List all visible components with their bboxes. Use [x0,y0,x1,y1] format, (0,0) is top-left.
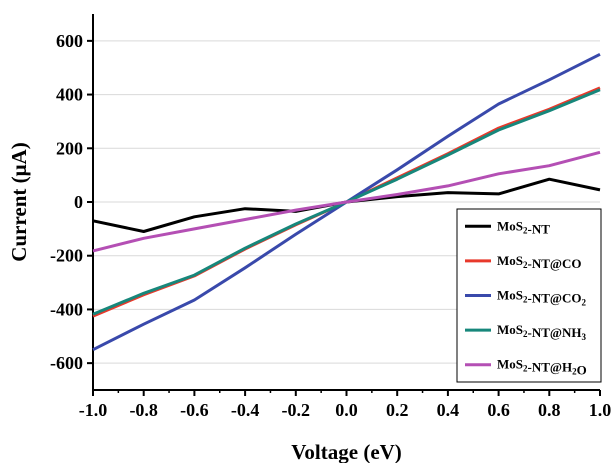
x-tick-label: 0.2 [386,400,409,420]
legend-label: MoS2-NT@NH3 [497,322,586,342]
y-tick-label: 200 [56,138,83,158]
x-tick-label: 0.6 [487,400,510,420]
x-axis-title: Voltage (eV) [291,440,402,463]
y-tick-label: 400 [56,85,83,105]
x-tick-label: 0.4 [437,400,460,420]
y-tick-label: -200 [50,246,83,266]
y-axis-title: Current (μA) [7,142,31,261]
series-line-4 [92,150,601,253]
x-tick-label: -0.8 [129,400,158,420]
y-tick-label: -400 [50,299,83,319]
y-tick-label: 600 [56,31,83,51]
y-tick-label: -600 [50,353,83,373]
series-lines [92,52,601,352]
x-tick-label: -1.0 [79,400,108,420]
axes [87,14,601,396]
x-tick-label: -0.2 [282,400,311,420]
legend-label: MoS2-NT [497,218,550,236]
legend: MoS2-NT MoS2-NT@CO MoS2-NT@CO2 MoS2-NT@NH3 M… [456,208,602,383]
x-tick-label: 0.0 [335,400,358,420]
x-tick-label: 0.8 [538,400,561,420]
legend-label: MoS2-NT@H2O [497,357,587,378]
x-tick-label: -0.4 [231,400,260,420]
x-tick-label: -0.6 [180,400,209,420]
x-tick-label: 1.0 [589,400,612,420]
tick-labels: -600 -400 -200 0 200 400 600 -1.0 -0.8 -0.6 -0.4 -0… [50,31,611,420]
y-tick-label: 0 [74,192,83,212]
legend-label: MoS2-NT@CO [497,253,581,271]
legend-label: MoS2-NT@CO2 [497,288,586,308]
